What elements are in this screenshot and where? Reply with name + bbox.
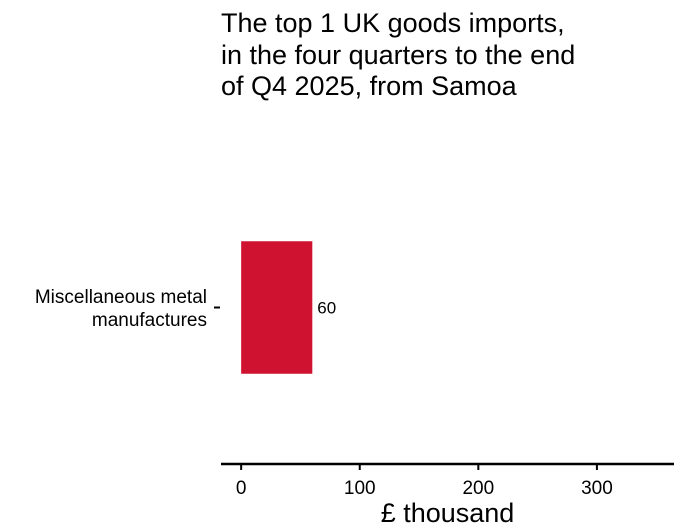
x-tick-label: 100 [344,478,376,499]
y-axis: Miscellaneous metal manufactures [35,287,220,331]
bar-data-label: 60 [317,299,336,318]
chart-title: The top 1 UK goods imports, in the four … [221,8,576,101]
x-tick-label: 300 [581,478,613,499]
bar [241,241,313,374]
x-tick-label: 200 [462,478,494,499]
x-axis: 0 100 200 300 [221,462,674,499]
y-tick-label: Miscellaneous metal manufactures [35,287,207,331]
x-axis-title: £ thousand [381,498,515,527]
x-tick-label: 0 [236,478,247,499]
bars-layer: 60 [241,241,336,374]
